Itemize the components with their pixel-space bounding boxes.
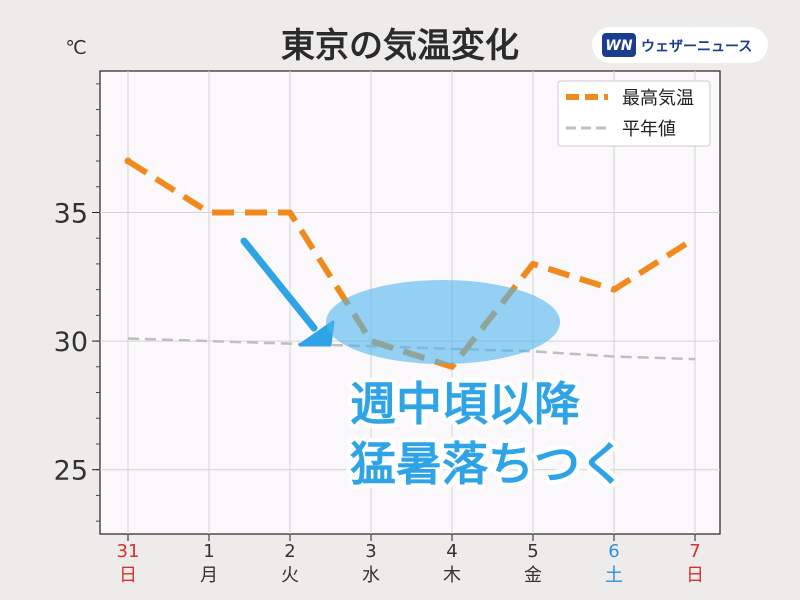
x-tick-label-day: 31	[117, 541, 140, 562]
y-tick-label: 35	[54, 198, 88, 229]
highlight-ellipse	[326, 280, 560, 364]
x-tick-label-weekday: 火	[281, 565, 299, 586]
annotation-line-1: 週中頃以降	[350, 377, 580, 431]
series-line	[127, 337, 696, 361]
chart-title: 東京の気温変化	[281, 26, 519, 66]
x-tick-label-weekday: 木	[443, 565, 461, 586]
annotation-line-2: 猛暑落ちつく	[350, 437, 626, 491]
x-tick-label-weekday: 金	[524, 565, 542, 586]
x-tick-label-day: 2	[284, 541, 295, 562]
legend: 最高気温 平年値	[557, 80, 711, 147]
x-tick-label-weekday: 水	[362, 565, 380, 586]
x-tick-label-day: 4	[446, 541, 457, 562]
brand-badge-background	[592, 27, 768, 63]
y-axis-ticks: 25 30 35	[54, 198, 100, 487]
x-tick-label-day: 3	[365, 541, 376, 562]
series-start-point	[124, 157, 132, 165]
brand-logo-letters: WN	[605, 38, 632, 54]
brand-name: ウェザーニュース	[641, 39, 752, 55]
x-tick-label-weekday: 日	[686, 565, 704, 586]
x-axis-ticks: 31 日 1 月 2 火 3 水 4 木 5 金 6 土 7 日	[117, 534, 704, 586]
x-tick-label-weekday: 月	[200, 565, 218, 586]
brand-logo-box	[602, 33, 636, 57]
legend-label-normal: 平年値	[622, 119, 676, 140]
y-unit-label: ℃	[65, 37, 86, 59]
y-tick-label: 30	[54, 327, 88, 358]
x-tick-label-day: 7	[689, 541, 700, 562]
y-tick-label: 25	[54, 456, 88, 487]
annotation-text: 週中頃以降 猛暑落ちつく	[346, 373, 631, 496]
x-tick-label-weekday: 日	[119, 565, 137, 586]
x-tick-label-weekday: 土	[605, 565, 623, 586]
brand-badge: WN ウェザーニュース	[592, 27, 768, 63]
legend-label-max-temp: 最高気温	[622, 88, 694, 109]
x-tick-label-day: 5	[527, 541, 538, 562]
x-tick-label-day: 1	[203, 541, 214, 562]
x-tick-label-day: 6	[608, 541, 619, 562]
